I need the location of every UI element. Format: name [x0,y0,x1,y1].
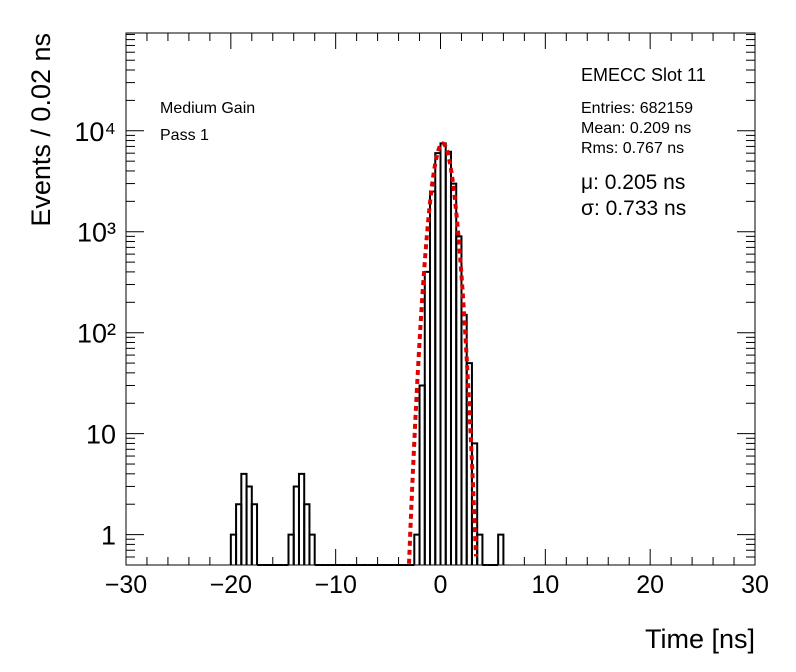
y-tick-label: 10⁴ [74,117,116,147]
x-tick-label: 30 [741,571,769,599]
y-axis-label: Events / 0.02 ns [26,33,56,227]
x-tick-label: 0 [434,571,448,599]
x-axis-label: Time [ns] [645,624,755,654]
y-tick-label: 10 [86,420,116,450]
fit-mu-label: μ: 0.205 ns [581,171,685,194]
y-tick-label: 10³ [77,218,116,248]
y-tick-label: 10² [77,319,116,349]
x-tick-label: −20 [210,571,252,599]
annotation: Mean: 0.209 ns [581,120,691,137]
annotation: Entries: 682159 [581,100,693,117]
fit-curve [407,141,478,564]
histogram-bin [476,533,484,565]
x-tick-label: 20 [636,571,664,599]
histogram-bin [250,503,259,565]
fit-sigma-label: σ: 0.733 ns [581,197,686,220]
x-tick-label: 10 [531,571,559,599]
x-tick-label: −10 [314,571,356,599]
annotation: Medium Gain [160,100,255,117]
annotation: EMECC Slot 11 [581,65,706,85]
annotation: Rms: 0.767 ns [581,140,684,157]
y-tick-label: 1 [101,521,116,551]
x-tick-label: −30 [105,571,147,599]
histogram-bin [497,533,505,565]
annotation: Pass 1 [160,127,209,144]
histogram-bin [308,533,316,565]
